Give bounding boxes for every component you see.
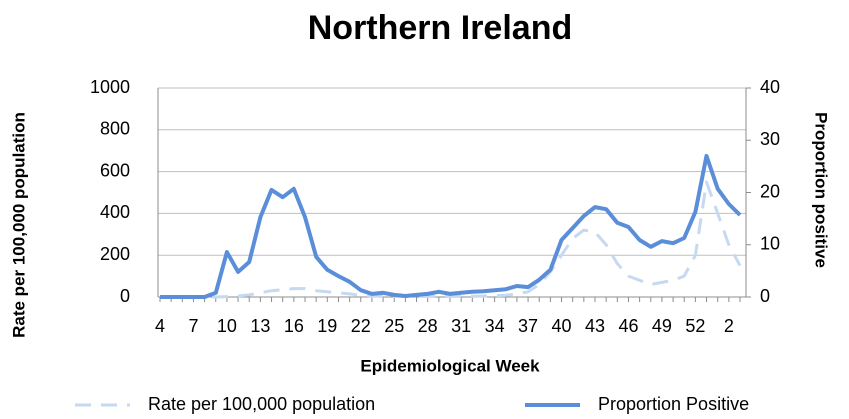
- x-tick-label: 43: [585, 316, 605, 336]
- legend-label: Proportion Positive: [598, 394, 749, 414]
- x-tick-label: 25: [384, 316, 404, 336]
- x-tick-label: 4: [155, 316, 165, 336]
- x-tick-label: 40: [552, 316, 572, 336]
- y-tick-label: 0: [120, 286, 130, 306]
- x-tick-label: 52: [685, 316, 705, 336]
- x-tick-label: 37: [518, 316, 538, 336]
- y2-tick-label: 10: [760, 234, 780, 254]
- series-line: [160, 153, 742, 299]
- y2-tick-label: 40: [760, 77, 780, 97]
- x-tick-label: 19: [317, 316, 337, 336]
- x-tick-label: 16: [284, 316, 304, 336]
- y-axis-title: Rate per 100,000 population: [9, 112, 28, 338]
- y-tick-label: 1000: [90, 77, 130, 97]
- y2-tick-label: 30: [760, 129, 780, 149]
- x-tick-label: 7: [188, 316, 198, 336]
- x-tick-label: 28: [418, 316, 438, 336]
- x-tick-label: 10: [217, 316, 237, 336]
- x-tick-label: 34: [485, 316, 505, 336]
- x-tick-label: 49: [652, 316, 672, 336]
- x-tick-label: 13: [250, 316, 270, 336]
- y2-tick-label: 20: [760, 181, 780, 201]
- y-tick-label: 600: [100, 160, 130, 180]
- series-line: [160, 180, 742, 299]
- chart-title: Northern Ireland: [308, 9, 572, 47]
- y-tick-label: 200: [100, 244, 130, 264]
- y2-axis-title: Proportion positive: [812, 112, 831, 268]
- x-axis-title: Epidemiological Week: [360, 356, 540, 375]
- x-tick-label: 2: [724, 316, 734, 336]
- legend-label: Rate per 100,000 population: [148, 394, 375, 414]
- y2-tick-label: 0: [760, 286, 770, 306]
- x-tick-label: 46: [618, 316, 638, 336]
- x-tick-label: 22: [351, 316, 371, 336]
- x-tick-label: 31: [451, 316, 471, 336]
- y-tick-label: 800: [100, 119, 130, 139]
- y-tick-label: 400: [100, 202, 130, 222]
